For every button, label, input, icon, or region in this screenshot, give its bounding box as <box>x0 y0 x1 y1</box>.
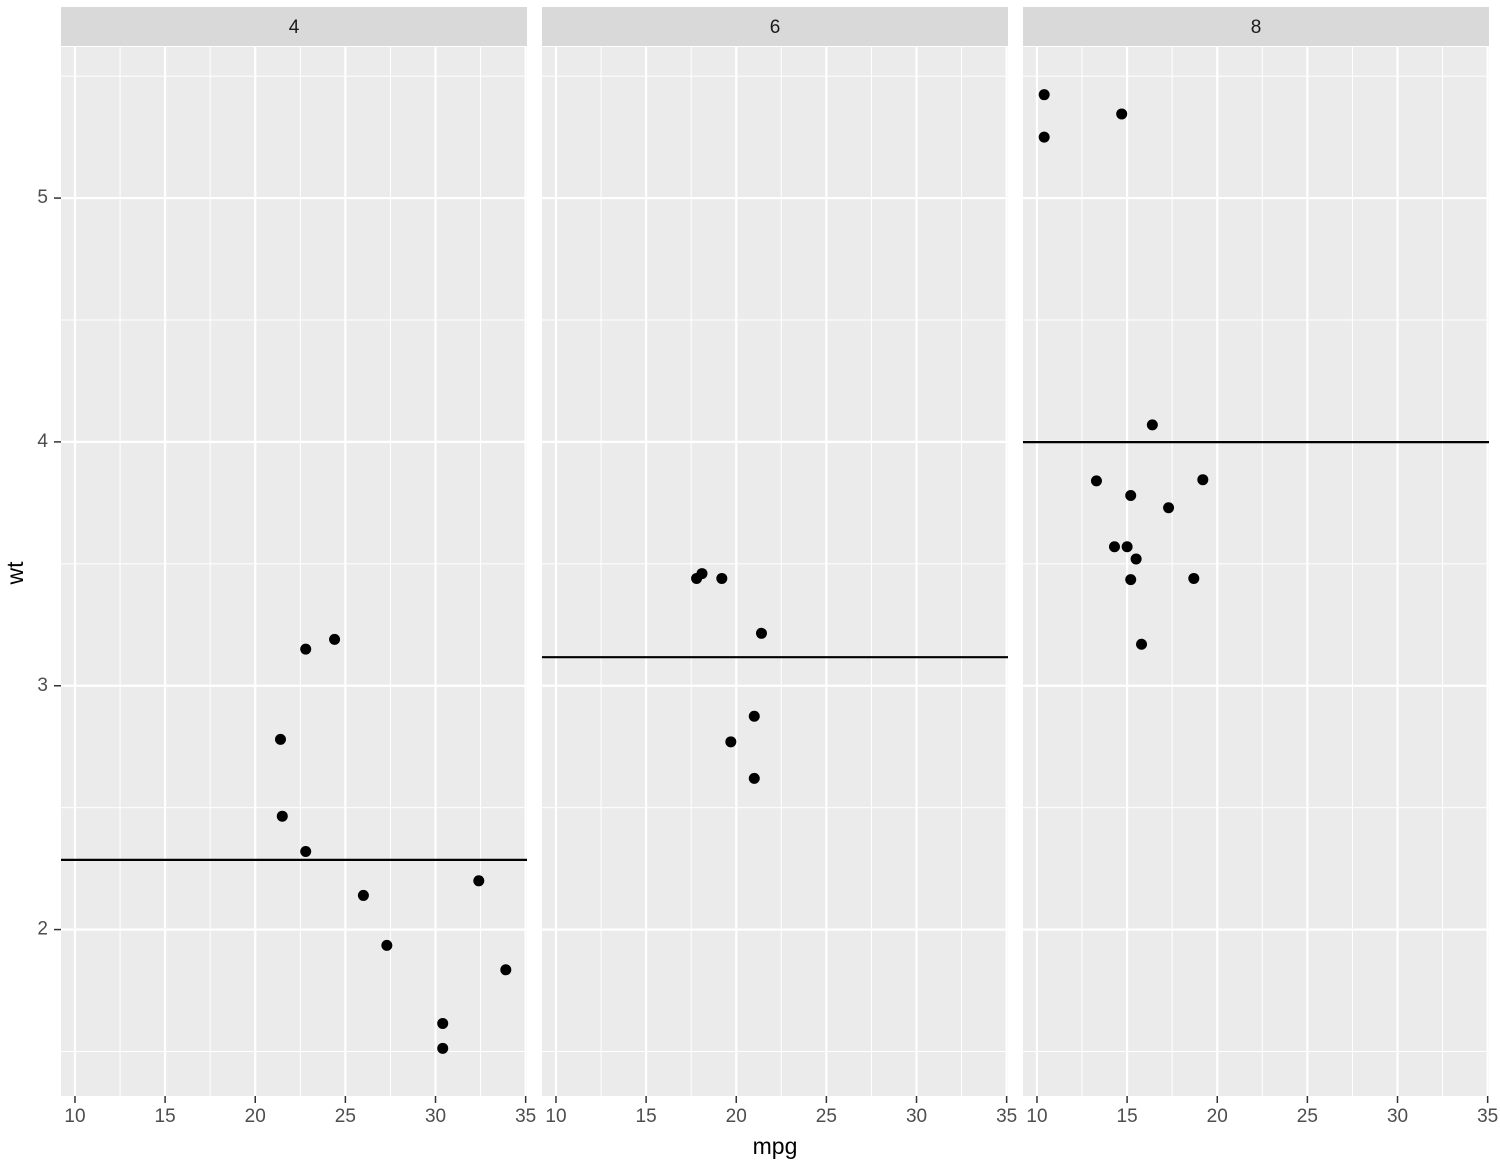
point <box>473 875 485 887</box>
point <box>691 572 703 584</box>
strip-label: 8 <box>1251 17 1262 38</box>
x-tick-label: 30 <box>906 1106 927 1127</box>
x-tick-label: 20 <box>245 1106 266 1127</box>
y-tick-label: 2 <box>37 919 48 940</box>
x-tick-label: 35 <box>996 1106 1017 1127</box>
x-tick-label: 25 <box>816 1106 837 1127</box>
strip-background <box>542 7 1008 46</box>
x-tick-label: 30 <box>425 1106 446 1127</box>
panel-background <box>542 47 1008 1096</box>
x-tick-label: 20 <box>726 1106 747 1127</box>
y-tick-label: 4 <box>37 431 48 452</box>
x-tick-label: 10 <box>545 1106 566 1127</box>
x-axis-title: mpg <box>753 1133 798 1159</box>
point <box>500 964 512 976</box>
y-tick-label: 5 <box>37 187 48 208</box>
x-tick-label: 10 <box>1026 1106 1047 1127</box>
point <box>329 633 341 645</box>
strip-background <box>61 7 527 46</box>
x-tick-label: 15 <box>1117 1106 1138 1127</box>
point <box>748 772 760 784</box>
point <box>437 1042 449 1054</box>
point <box>437 1017 449 1029</box>
x-tick-label: 30 <box>1387 1106 1408 1127</box>
x-tick-label: 35 <box>515 1106 536 1127</box>
point <box>725 736 737 748</box>
point <box>1188 572 1200 584</box>
point <box>748 710 760 722</box>
point <box>1038 131 1050 143</box>
x-tick-label: 20 <box>1207 1106 1228 1127</box>
x-tick-label: 15 <box>636 1106 657 1127</box>
point <box>300 643 312 655</box>
point <box>1108 541 1120 553</box>
strip-label: 4 <box>289 17 300 38</box>
point <box>1163 502 1175 514</box>
point <box>357 889 369 901</box>
point <box>1130 553 1142 565</box>
point <box>755 627 767 639</box>
point <box>274 733 286 745</box>
point <box>381 939 393 951</box>
point <box>716 572 728 584</box>
panel-background <box>1023 47 1489 1096</box>
y-axis-title: wt <box>2 561 28 586</box>
point <box>276 810 288 822</box>
point <box>1038 89 1050 101</box>
point <box>1121 541 1133 553</box>
x-tick-label: 15 <box>155 1106 176 1127</box>
point <box>1197 474 1209 486</box>
x-tick-label: 10 <box>64 1106 85 1127</box>
panel-background <box>61 47 527 1096</box>
x-tick-label: 35 <box>1477 1106 1498 1127</box>
point <box>1090 475 1102 487</box>
point <box>1136 638 1148 650</box>
y-tick-label: 3 <box>37 675 48 696</box>
x-tick-label: 25 <box>335 1106 356 1127</box>
point <box>300 846 312 858</box>
point <box>1146 419 1158 431</box>
point <box>1125 574 1137 586</box>
strip-background <box>1023 7 1489 46</box>
point <box>1125 490 1137 502</box>
point <box>1116 108 1128 120</box>
x-tick-label: 25 <box>1297 1106 1318 1127</box>
strip-label: 6 <box>770 17 781 38</box>
